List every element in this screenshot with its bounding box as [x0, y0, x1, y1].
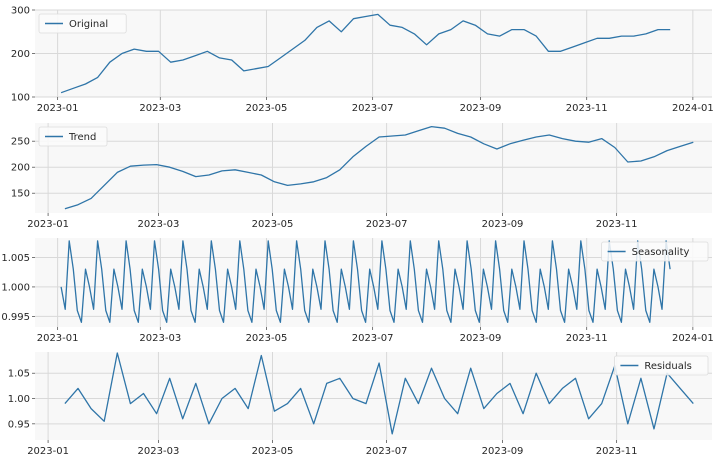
x-tick-label: 2024-01 — [672, 333, 714, 344]
x-tick-label: 2023-07 — [366, 446, 408, 457]
x-tick-label: 2023-03 — [138, 219, 180, 230]
series-line-seasonality — [60, 240, 671, 323]
x-tick-label: 2023-05 — [252, 219, 294, 230]
x-tick-label: 2023-11 — [566, 103, 608, 114]
y-tick-label: 100 — [11, 93, 30, 104]
x-tick-label: 2023-03 — [139, 103, 181, 114]
axes-background — [35, 123, 712, 213]
legend-label: Seasonality — [632, 247, 690, 258]
panel-seasonality: 0.995 1.000 1.005 2023-01 2023-03 2023-05 2023… — [1, 238, 714, 344]
x-tick-label: 2023-07 — [352, 333, 394, 344]
legend: Seasonality — [601, 241, 709, 262]
legend-box — [38, 13, 127, 34]
x-tick-label: 2023-01 — [37, 103, 79, 114]
x-tick-label: 2023-03 — [139, 333, 181, 344]
y-tick-label: 0.995 — [1, 312, 30, 323]
x-tick-label: 2023-05 — [246, 103, 288, 114]
x-tick-label: 2023-09 — [482, 219, 524, 230]
x-tick-label: 2024-01 — [672, 103, 714, 114]
x-tick-label: 2023-01 — [37, 333, 79, 344]
series-line-trend — [64, 125, 694, 210]
y-tick-label: 1.000 — [1, 282, 30, 293]
x-tick-label: 2023-03 — [138, 446, 180, 457]
y-tick-label: 200 — [11, 163, 30, 174]
y-tick-label: 300 — [11, 6, 30, 17]
x-tick-label: 2023-11 — [566, 333, 608, 344]
legend-label: Residuals — [644, 361, 691, 372]
y-tick-label: 1.00 — [8, 394, 30, 405]
panel-residuals: 0.95 1.00 1.05 2023-01 2023-03 2023-05 2023-07… — [8, 352, 712, 457]
legend: Trend — [38, 126, 108, 147]
legend-box — [601, 241, 709, 262]
legend: Original — [38, 13, 127, 34]
x-tick-label: 2023-11 — [596, 219, 638, 230]
legend-label: Trend — [68, 132, 96, 143]
y-tick-label: 200 — [11, 49, 30, 60]
x-tick-label: 2023-01 — [27, 219, 69, 230]
y-tick-label: 1.005 — [1, 253, 30, 264]
series-line-original — [60, 13, 671, 94]
legend-label: Original — [69, 19, 108, 30]
y-tick-label: 1.05 — [8, 369, 30, 380]
y-tick-label: 250 — [11, 137, 30, 148]
x-tick-label: 2023-07 — [352, 103, 394, 114]
x-tick-label: 2023-09 — [460, 333, 502, 344]
y-tick-label: 150 — [11, 189, 30, 200]
x-tick-label: 2023-05 — [246, 333, 288, 344]
panel-original: 100 200 300 2023-01 2023-03 2023-05 2023-07 202… — [11, 6, 714, 115]
x-tick-label: 2023-05 — [252, 446, 294, 457]
y-tick-label: 0.95 — [8, 419, 30, 430]
legend: Residuals — [614, 355, 709, 376]
x-tick-label: 2023-11 — [596, 446, 638, 457]
x-tick-label: 2023-07 — [366, 219, 408, 230]
x-tick-label: 2023-09 — [460, 103, 502, 114]
x-tick-label: 2023-01 — [27, 446, 69, 457]
legend-box — [614, 355, 709, 376]
panel-trend: 150 200 250 2023-01 2023-03 2023-05 2023-07 202… — [11, 123, 712, 230]
legend-box — [38, 126, 108, 147]
series-line-residuals — [64, 352, 694, 435]
axes-background — [35, 352, 712, 440]
axes-background — [35, 238, 712, 327]
x-tick-label: 2023-09 — [482, 446, 524, 457]
